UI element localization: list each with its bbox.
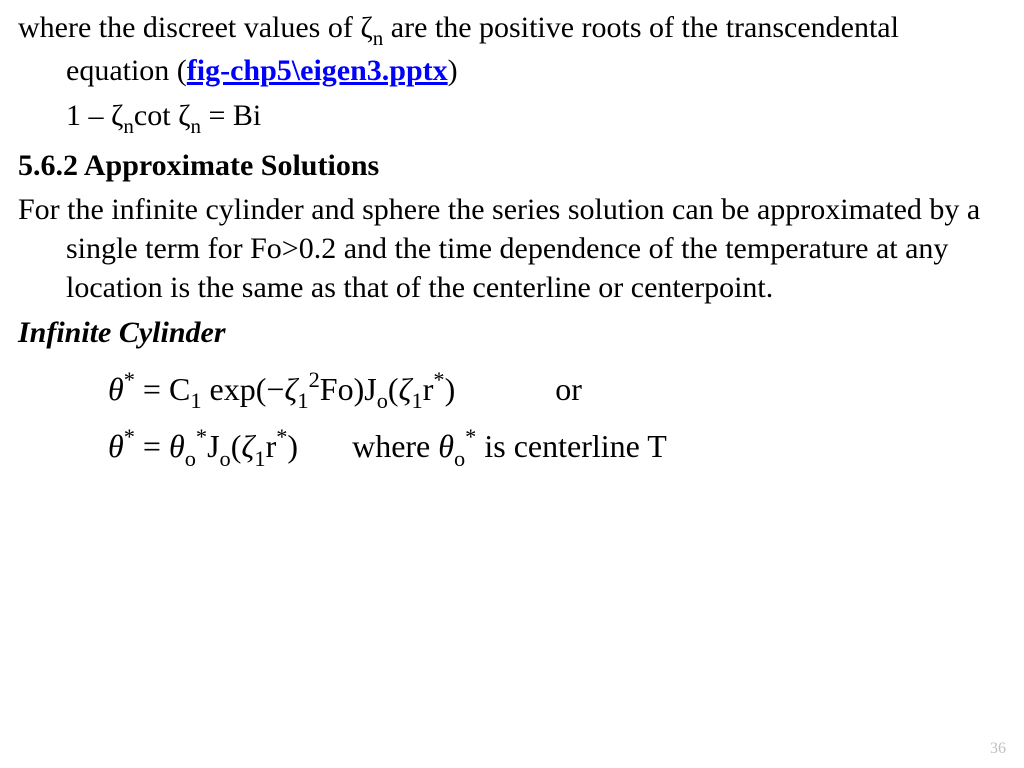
paragraph-roots: where the discreet values of ζn are the … — [18, 8, 1006, 90]
symbol-rparen: ) — [287, 428, 298, 464]
symbol-zeta: ζ — [284, 371, 297, 407]
symbol-rparen: ) — [445, 371, 456, 407]
subscript-n: n — [123, 114, 134, 138]
symbol-theta: θ — [108, 428, 124, 464]
subscript-o: o — [377, 388, 388, 413]
equation-transcendental: 1 – ζncot ζn = Bi — [18, 96, 1006, 139]
text-fragment: ) — [448, 54, 458, 87]
symbol-equals: = — [135, 371, 169, 407]
symbol-theta: θ — [108, 371, 124, 407]
subheading-cylinder: Infinite Cylinder — [18, 313, 1006, 354]
subscript-1: 1 — [297, 388, 308, 413]
symbol-zeta: ζ — [399, 371, 412, 407]
text-fo-close: Fo) — [320, 371, 364, 407]
superscript-star: * — [196, 424, 207, 449]
symbol-c: C — [169, 371, 190, 407]
superscript-star: * — [124, 424, 135, 449]
link-eigen-pptx[interactable]: fig-chp5\eigen3.pptx — [187, 54, 448, 87]
text-fragment: 1 – — [66, 99, 111, 132]
symbol-theta: θ — [169, 428, 185, 464]
paragraph-approx: For the infinite cylinder and sphere the… — [18, 190, 1006, 307]
symbol-zeta: ζ — [241, 428, 254, 464]
text-cot: cot — [134, 99, 178, 132]
text-centerline-t: is centerline T — [476, 428, 666, 464]
symbol-zeta: ζ — [111, 99, 123, 132]
equation-line-2: θ* = θo*Jo(ζ1r*)where θo* is centerline … — [108, 419, 1006, 476]
superscript-2: 2 — [309, 367, 320, 392]
superscript-star: * — [465, 424, 476, 449]
slide-number: 36 — [990, 740, 1006, 758]
subscript-o: o — [454, 446, 465, 471]
text-or: or — [555, 371, 582, 407]
superscript-star: * — [124, 367, 135, 392]
symbol-equals: = — [135, 428, 169, 464]
symbol-lparen: ( — [231, 428, 242, 464]
text-eq-bi: = Bi — [201, 99, 261, 132]
symbol-j: J — [207, 428, 219, 464]
subscript-n: n — [191, 114, 202, 138]
symbol-r: r — [266, 428, 277, 464]
text-exp-open: exp( — [202, 371, 267, 407]
symbol-lparen: ( — [388, 371, 399, 407]
text-fragment: where the discreet values of — [18, 11, 360, 44]
equation-block: θ* = C1 exp(−ζ12Fo)Jo(ζ1r*)or θ* = θo*Jo… — [18, 362, 1006, 477]
text-where: where — [352, 428, 438, 464]
superscript-star: * — [433, 367, 444, 392]
symbol-j: J — [364, 371, 376, 407]
symbol-zeta: ζ — [178, 99, 190, 132]
symbol-minus: − — [266, 371, 284, 407]
subscript-1: 1 — [190, 388, 201, 413]
symbol-theta: θ — [438, 428, 454, 464]
symbol-r: r — [423, 371, 434, 407]
subscript-n: n — [373, 26, 384, 50]
equation-line-1: θ* = C1 exp(−ζ12Fo)Jo(ζ1r*)or — [108, 362, 1006, 419]
subscript-1: 1 — [254, 446, 265, 471]
slide-body: where the discreet values of ζn are the … — [0, 0, 1024, 768]
section-heading: 5.6.2 Approximate Solutions — [18, 146, 1006, 187]
superscript-star: * — [276, 424, 287, 449]
subscript-o: o — [185, 446, 196, 471]
subscript-o: o — [220, 446, 231, 471]
subscript-1: 1 — [412, 388, 423, 413]
symbol-zeta: ζ — [360, 11, 372, 44]
